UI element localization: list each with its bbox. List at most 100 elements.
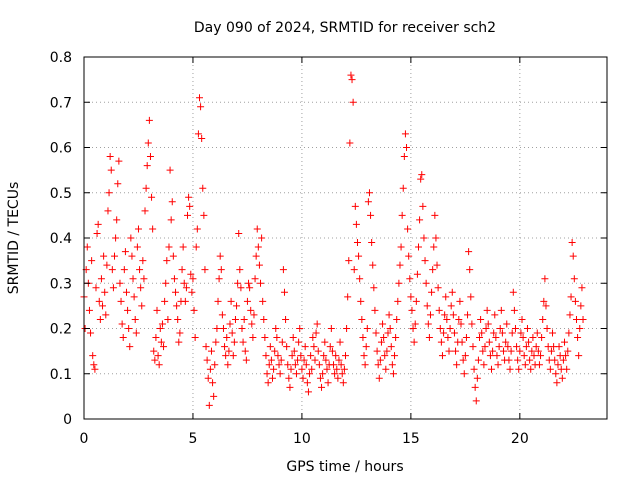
data-point bbox=[126, 343, 134, 351]
data-point bbox=[246, 284, 254, 292]
data-point bbox=[288, 352, 296, 360]
data-point bbox=[408, 306, 416, 314]
data-point bbox=[555, 343, 563, 351]
x-tick-label: 20 bbox=[511, 431, 529, 447]
data-point bbox=[144, 139, 152, 147]
data-point bbox=[141, 207, 149, 215]
data-point bbox=[563, 365, 571, 373]
data-point bbox=[92, 284, 100, 292]
data-point bbox=[298, 365, 306, 373]
data-point bbox=[569, 252, 577, 260]
data-point bbox=[236, 266, 244, 274]
data-point bbox=[436, 325, 444, 332]
data-point bbox=[109, 284, 117, 292]
y-axis-label: SRMTID / TECUs bbox=[6, 182, 22, 295]
data-point bbox=[565, 329, 573, 337]
data-point bbox=[315, 361, 323, 369]
data-point bbox=[334, 374, 342, 382]
data-point bbox=[95, 297, 103, 305]
data-point bbox=[379, 320, 387, 328]
data-point bbox=[216, 252, 224, 260]
data-point bbox=[231, 315, 239, 323]
data-point bbox=[488, 365, 496, 373]
data-point bbox=[424, 320, 432, 328]
data-point bbox=[302, 361, 310, 369]
data-point bbox=[473, 374, 481, 382]
data-point bbox=[359, 334, 367, 342]
data-point bbox=[431, 211, 439, 219]
data-point bbox=[323, 365, 331, 373]
data-point bbox=[181, 297, 189, 305]
axis-ticks: 0 0.1 0.2 0.3 0.4 0.5 0.6 0.7 0.8 0 5 10 15 20 bbox=[50, 50, 607, 447]
data-point bbox=[423, 302, 431, 310]
data-point bbox=[100, 252, 108, 260]
data-point bbox=[199, 184, 207, 192]
data-point bbox=[541, 275, 549, 283]
data-point bbox=[155, 361, 163, 369]
data-point bbox=[348, 76, 356, 84]
data-point bbox=[399, 184, 407, 192]
data-point bbox=[258, 234, 266, 242]
data-point bbox=[469, 343, 477, 351]
data-point bbox=[456, 297, 464, 305]
data-point bbox=[186, 202, 194, 210]
data-point bbox=[537, 352, 545, 360]
data-point bbox=[527, 365, 535, 373]
data-point bbox=[124, 306, 132, 314]
data-point bbox=[170, 275, 178, 283]
data-point bbox=[223, 334, 231, 342]
data-point bbox=[91, 365, 99, 373]
data-point bbox=[471, 383, 479, 391]
data-point bbox=[467, 293, 475, 301]
data-point bbox=[239, 338, 247, 346]
data-point bbox=[324, 379, 332, 387]
data-point bbox=[464, 311, 472, 319]
data-point bbox=[276, 370, 284, 378]
data-point bbox=[498, 329, 506, 337]
data-point bbox=[446, 325, 454, 332]
data-point bbox=[401, 130, 409, 138]
data-point bbox=[203, 356, 211, 364]
data-point bbox=[245, 279, 253, 287]
data-point bbox=[335, 356, 343, 364]
data-point bbox=[371, 306, 379, 314]
data-point bbox=[534, 347, 542, 355]
data-point bbox=[421, 257, 429, 265]
data-point bbox=[333, 365, 341, 373]
data-point bbox=[391, 352, 399, 360]
data-point bbox=[191, 334, 199, 342]
data-point bbox=[226, 320, 234, 328]
data-point bbox=[238, 325, 246, 332]
data-point bbox=[331, 370, 339, 378]
data-point bbox=[321, 338, 329, 346]
data-point bbox=[160, 343, 168, 351]
data-point bbox=[119, 334, 127, 342]
data-point bbox=[290, 347, 298, 355]
data-point bbox=[392, 334, 400, 342]
data-point bbox=[515, 365, 523, 373]
data-point bbox=[243, 297, 251, 305]
data-point bbox=[459, 356, 467, 364]
data-point bbox=[247, 306, 255, 314]
data-point bbox=[462, 334, 470, 342]
data-point bbox=[566, 311, 574, 319]
data-point bbox=[484, 320, 492, 328]
data-point bbox=[429, 266, 437, 274]
data-point bbox=[455, 315, 463, 323]
data-point bbox=[364, 198, 372, 206]
data-point bbox=[526, 356, 534, 364]
data-point bbox=[261, 334, 269, 342]
data-point bbox=[116, 279, 124, 287]
data-point bbox=[121, 248, 129, 256]
data-point bbox=[309, 334, 317, 342]
data-point bbox=[285, 374, 293, 382]
data-point bbox=[225, 347, 233, 355]
data-point bbox=[148, 193, 156, 201]
data-point bbox=[575, 352, 583, 360]
data-point bbox=[576, 325, 584, 332]
data-point bbox=[570, 275, 578, 283]
data-point bbox=[356, 275, 364, 283]
data-point bbox=[287, 365, 295, 373]
data-point bbox=[262, 352, 270, 360]
data-point bbox=[528, 347, 536, 355]
